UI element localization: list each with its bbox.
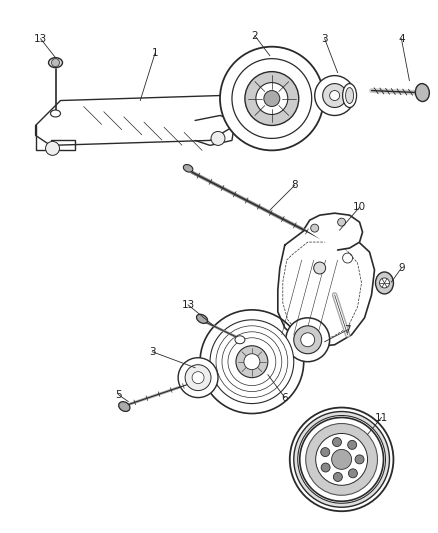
Circle shape bbox=[348, 469, 357, 478]
Circle shape bbox=[220, 47, 324, 150]
Circle shape bbox=[185, 365, 211, 391]
Text: 3: 3 bbox=[149, 347, 155, 357]
Circle shape bbox=[178, 358, 218, 398]
Circle shape bbox=[294, 326, 321, 354]
Ellipse shape bbox=[235, 336, 245, 344]
Circle shape bbox=[264, 91, 280, 107]
Ellipse shape bbox=[50, 110, 60, 117]
Circle shape bbox=[192, 372, 204, 384]
Ellipse shape bbox=[375, 272, 393, 294]
Circle shape bbox=[330, 91, 339, 101]
Text: 3: 3 bbox=[321, 34, 328, 44]
Circle shape bbox=[298, 416, 385, 503]
Polygon shape bbox=[278, 230, 374, 347]
Ellipse shape bbox=[346, 87, 353, 103]
Circle shape bbox=[338, 218, 346, 226]
Circle shape bbox=[300, 417, 384, 501]
Circle shape bbox=[300, 417, 384, 501]
Ellipse shape bbox=[197, 314, 208, 324]
Text: 13: 13 bbox=[34, 34, 47, 44]
Circle shape bbox=[211, 132, 225, 146]
Polygon shape bbox=[35, 125, 75, 150]
Circle shape bbox=[290, 408, 393, 511]
Circle shape bbox=[314, 262, 326, 274]
Circle shape bbox=[321, 463, 330, 472]
Circle shape bbox=[379, 278, 389, 288]
Circle shape bbox=[286, 318, 330, 362]
Circle shape bbox=[348, 440, 357, 449]
Ellipse shape bbox=[184, 165, 193, 172]
Circle shape bbox=[333, 472, 343, 481]
Circle shape bbox=[355, 455, 364, 464]
Circle shape bbox=[52, 59, 60, 67]
Circle shape bbox=[321, 448, 330, 457]
Circle shape bbox=[306, 424, 378, 495]
Circle shape bbox=[301, 333, 314, 347]
Circle shape bbox=[314, 76, 355, 116]
Ellipse shape bbox=[343, 84, 357, 108]
Circle shape bbox=[311, 224, 319, 232]
Text: 10: 10 bbox=[353, 202, 366, 212]
Circle shape bbox=[46, 141, 60, 155]
Circle shape bbox=[256, 83, 288, 115]
Polygon shape bbox=[305, 213, 363, 250]
Circle shape bbox=[244, 354, 260, 370]
Text: 13: 13 bbox=[181, 300, 195, 310]
Text: 6: 6 bbox=[282, 393, 288, 402]
Text: 4: 4 bbox=[398, 34, 405, 44]
Polygon shape bbox=[35, 95, 240, 146]
Ellipse shape bbox=[119, 402, 130, 411]
Text: 11: 11 bbox=[375, 413, 388, 423]
Ellipse shape bbox=[49, 58, 63, 68]
Text: 7: 7 bbox=[344, 325, 351, 335]
Text: 5: 5 bbox=[115, 390, 122, 400]
Circle shape bbox=[232, 59, 312, 139]
Circle shape bbox=[323, 84, 346, 108]
Circle shape bbox=[332, 438, 342, 447]
Circle shape bbox=[332, 449, 352, 470]
Text: 2: 2 bbox=[251, 31, 258, 41]
Circle shape bbox=[236, 346, 268, 378]
Circle shape bbox=[245, 71, 299, 125]
Ellipse shape bbox=[415, 84, 429, 101]
Circle shape bbox=[294, 411, 389, 507]
Circle shape bbox=[316, 433, 367, 486]
Polygon shape bbox=[195, 116, 235, 146]
Text: 8: 8 bbox=[291, 180, 298, 190]
Circle shape bbox=[200, 310, 304, 414]
Text: 1: 1 bbox=[152, 47, 159, 58]
Circle shape bbox=[210, 320, 294, 403]
Text: 9: 9 bbox=[398, 263, 405, 273]
